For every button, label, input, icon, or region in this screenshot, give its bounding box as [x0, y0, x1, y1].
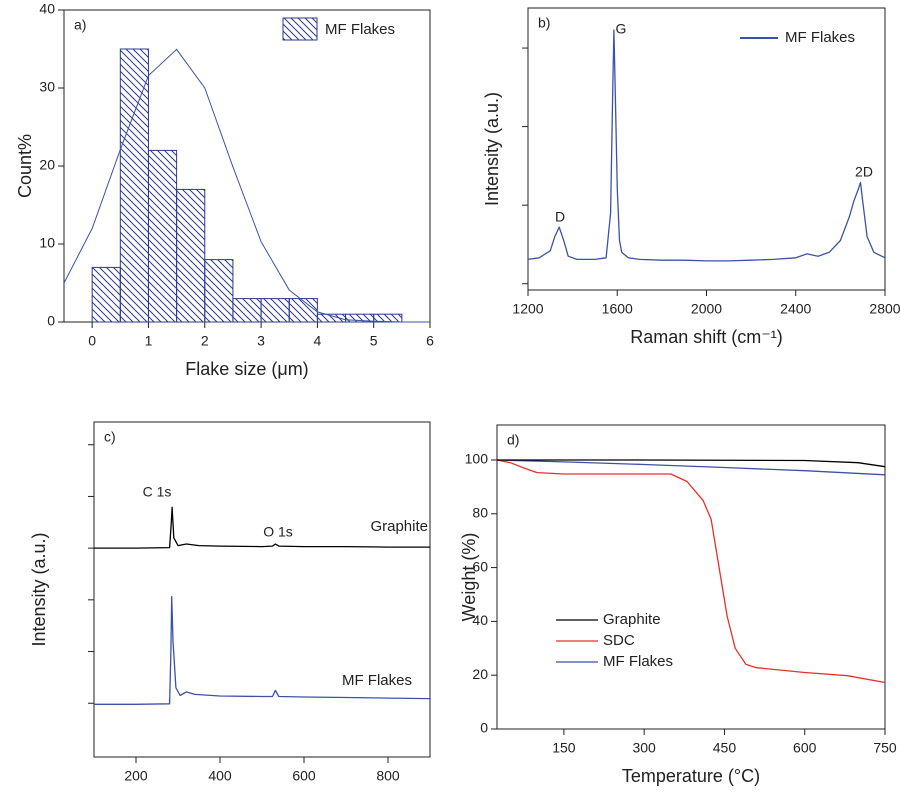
plot-frame: [496, 424, 886, 730]
histogram-bar: [232, 298, 262, 323]
x-tick-label: 2800: [869, 301, 900, 317]
data-line: [496, 459, 886, 476]
legend-swatch: [282, 17, 318, 41]
legend-label: MF Flakes: [603, 653, 673, 670]
data-line: [94, 596, 431, 705]
series-label: MF Flakes: [342, 672, 412, 689]
histogram-bar: [147, 149, 178, 323]
x-tick-label: 5: [370, 333, 378, 349]
x-tick-label: 6: [426, 333, 434, 349]
y-tick-label: 0: [480, 720, 488, 736]
x-tick-label: 1200: [512, 301, 543, 317]
x-tick-label: 200: [124, 768, 148, 784]
x-axis-label: Flake size (μm): [185, 359, 308, 379]
y-axis-label: Intensity (a.u.): [482, 92, 502, 206]
annotation: 2D: [855, 164, 873, 180]
x-tick-label: 600: [292, 768, 316, 784]
y-tick-label: 100: [465, 451, 489, 467]
annotation: D: [555, 209, 565, 225]
x-tick-label: 2400: [780, 301, 811, 317]
x-tick-label: 750: [873, 740, 897, 756]
plot-frame: [527, 7, 886, 291]
panel-label: a): [74, 17, 86, 33]
data-line: [497, 459, 886, 468]
histogram-bar: [260, 298, 290, 323]
x-tick-label: 400: [208, 768, 232, 784]
x-tick-label: 600: [793, 740, 817, 756]
histogram-bar: [288, 298, 318, 323]
legend-label: MF Flakes: [785, 29, 855, 46]
panel-label: d): [507, 432, 519, 448]
series-label: Graphite: [370, 518, 428, 535]
histogram-bar: [119, 48, 149, 323]
x-tick-label: 1: [145, 333, 153, 349]
data-line: [94, 506, 430, 549]
y-tick-label: 20: [472, 666, 488, 682]
histogram-bar: [91, 266, 121, 323]
legend-label: MF Flakes: [325, 21, 395, 38]
x-tick-label: 300: [632, 740, 656, 756]
legend-label: Graphite: [603, 611, 661, 628]
y-tick-label: 40: [472, 612, 488, 628]
annotation: O 1s: [263, 524, 293, 540]
panel-label: b): [538, 15, 550, 31]
x-tick-label: 0: [88, 333, 96, 349]
annotation: G: [616, 21, 627, 37]
panel-label: c): [104, 429, 116, 445]
x-tick-label: 2: [201, 333, 209, 349]
y-tick-label: 20: [39, 157, 55, 173]
y-axis-label: Weight (%): [459, 533, 479, 622]
x-tick-label: 450: [713, 740, 737, 756]
fit-curve: [63, 48, 430, 323]
y-tick-label: 60: [472, 558, 488, 574]
y-tick-label: 80: [472, 504, 488, 520]
histogram-bar: [204, 259, 234, 323]
y-tick-label: 0: [47, 313, 55, 329]
y-axis-label: Intensity (a.u.): [29, 532, 49, 646]
annotation: C 1s: [143, 484, 172, 500]
y-axis-label: Count%: [15, 134, 35, 198]
histogram-bar: [176, 188, 206, 323]
x-axis-label: Temperature (°C): [622, 766, 760, 786]
x-tick-label: 800: [376, 768, 400, 784]
data-line: [527, 29, 886, 262]
plot-frame: [93, 421, 431, 758]
y-tick-label: 40: [39, 1, 55, 17]
x-tick-label: 3: [257, 333, 265, 349]
y-tick-label: 10: [39, 235, 55, 251]
x-tick-label: 4: [313, 333, 321, 349]
x-tick-label: 2000: [691, 301, 722, 317]
legend-label: SDC: [603, 632, 635, 649]
y-tick-label: 30: [39, 79, 55, 95]
x-axis-label: Raman shift (cm⁻¹): [630, 327, 783, 347]
x-tick-label: 1600: [602, 301, 633, 317]
data-line: [496, 459, 886, 684]
x-tick-label: 150: [552, 740, 576, 756]
